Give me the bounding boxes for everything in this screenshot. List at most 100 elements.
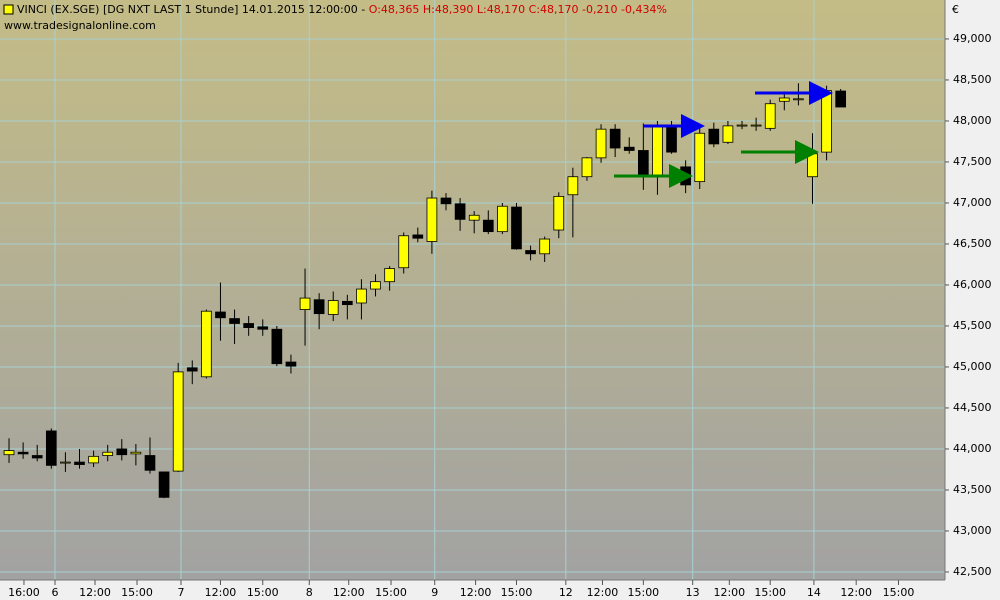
y-tick-label: 45,000 [953,360,992,373]
candle-body [778,97,790,102]
candle-body [257,326,269,330]
candle-body [384,268,395,283]
candle-body [821,90,832,153]
x-tick-label: 6 [51,586,58,599]
y-tick-label: 43,000 [953,524,992,537]
candle-body [45,430,57,466]
x-tick-label: 15:00 [754,586,786,599]
candle-body [609,128,621,149]
y-tick-label: 43,500 [953,483,992,496]
candle-body [144,455,156,471]
y-tick-label: 45,500 [953,319,992,332]
candle-body [356,288,367,304]
candle-body [567,176,579,196]
y-tick-label: 48,500 [953,73,992,86]
candle-body [60,461,71,464]
candle-body [750,124,762,127]
x-tick-label: 15:00 [627,586,659,599]
candle-body [341,300,353,306]
y-tick-label: 49,000 [953,32,992,45]
legend-icon [3,4,14,15]
header: VINCI (EX.SGE) [DG NXT LAST 1 Stunde] 14… [17,3,667,16]
x-tick-label: 16:00 [8,586,40,599]
x-tick-label: 15:00 [247,586,279,599]
candle-body [835,90,847,108]
candle-body [412,234,424,239]
y-tick-label: 42,500 [953,565,992,578]
candle-body [116,448,128,456]
candle-body [793,98,804,101]
x-tick-label: 15:00 [883,586,915,599]
x-tick-label: 12:00 [205,586,237,599]
x-tick-label: 12:00 [79,586,111,599]
y-tick-label: 47,500 [953,155,992,168]
header-title: VINCI (EX.SGE) [DG NXT LAST 1 Stunde] 14… [17,3,369,16]
x-tick-label: 12:00 [840,586,872,599]
candle-body [482,219,494,233]
candle-body [31,455,43,459]
candle-body [3,450,15,456]
candle-body [666,125,677,153]
candle-body [271,328,283,365]
candle-body [497,205,508,233]
candle-body [102,451,114,456]
candle-body [511,206,522,250]
candle-body [694,132,706,183]
candle-body [229,318,240,324]
candle-body [736,124,748,127]
candle-body [525,250,536,255]
candle-body [327,300,339,315]
x-tick-label: 12 [559,586,573,599]
candle-body [623,146,635,151]
candle-body [426,197,438,242]
candle-body [285,361,297,367]
candle-body [201,310,212,378]
x-tick-label: 12:00 [333,586,365,599]
x-tick-label: 15:00 [375,586,407,599]
candle-body [764,103,776,129]
candle-body [74,461,85,465]
candle-body [553,195,565,231]
candle-body [243,323,254,328]
y-tick-label: 44,000 [953,442,992,455]
candle-body [539,238,551,255]
candle-body [581,157,593,178]
candle-body [708,128,720,145]
annotations [614,81,833,188]
candle-body [299,297,311,310]
y-tick-label: 48,000 [953,114,992,127]
candle-body [17,451,29,455]
candle-body [440,197,452,205]
candle-body [807,153,818,178]
candle-body [652,125,663,176]
candle-body [130,451,142,455]
x-tick-label: 12:00 [460,586,492,599]
candle-body [215,311,226,319]
candle-body [595,128,607,159]
x-tick-label: 13 [686,586,700,599]
candle-body [186,367,198,372]
x-tick-label: 7 [177,586,184,599]
y-tick-label: 46,500 [953,237,992,250]
candle-body [722,125,734,143]
x-tick-label: 8 [306,586,313,599]
candle-body [370,281,381,290]
y-tick-label: 47,000 [953,196,992,209]
source: www.tradesignalonline.com [4,19,156,32]
header-quote: O:48,365 H:48,390 L:48,170 C:48,170 -0,2… [369,3,667,16]
x-tick-label: 9 [431,586,438,599]
candle-body [88,455,99,464]
x-tick-label: 15:00 [121,586,153,599]
candle-body [313,299,325,315]
x-tick-label: 15:00 [501,586,533,599]
x-tick-label: 12:00 [713,586,745,599]
candle-body [638,150,649,176]
candle-body [398,235,410,269]
x-tick-label: 12:00 [587,586,619,599]
y-unit: € [952,3,959,16]
plot-area [0,0,945,580]
candle-body [454,203,466,220]
candle-body [468,214,480,221]
x-tick-label: 14 [807,586,821,599]
